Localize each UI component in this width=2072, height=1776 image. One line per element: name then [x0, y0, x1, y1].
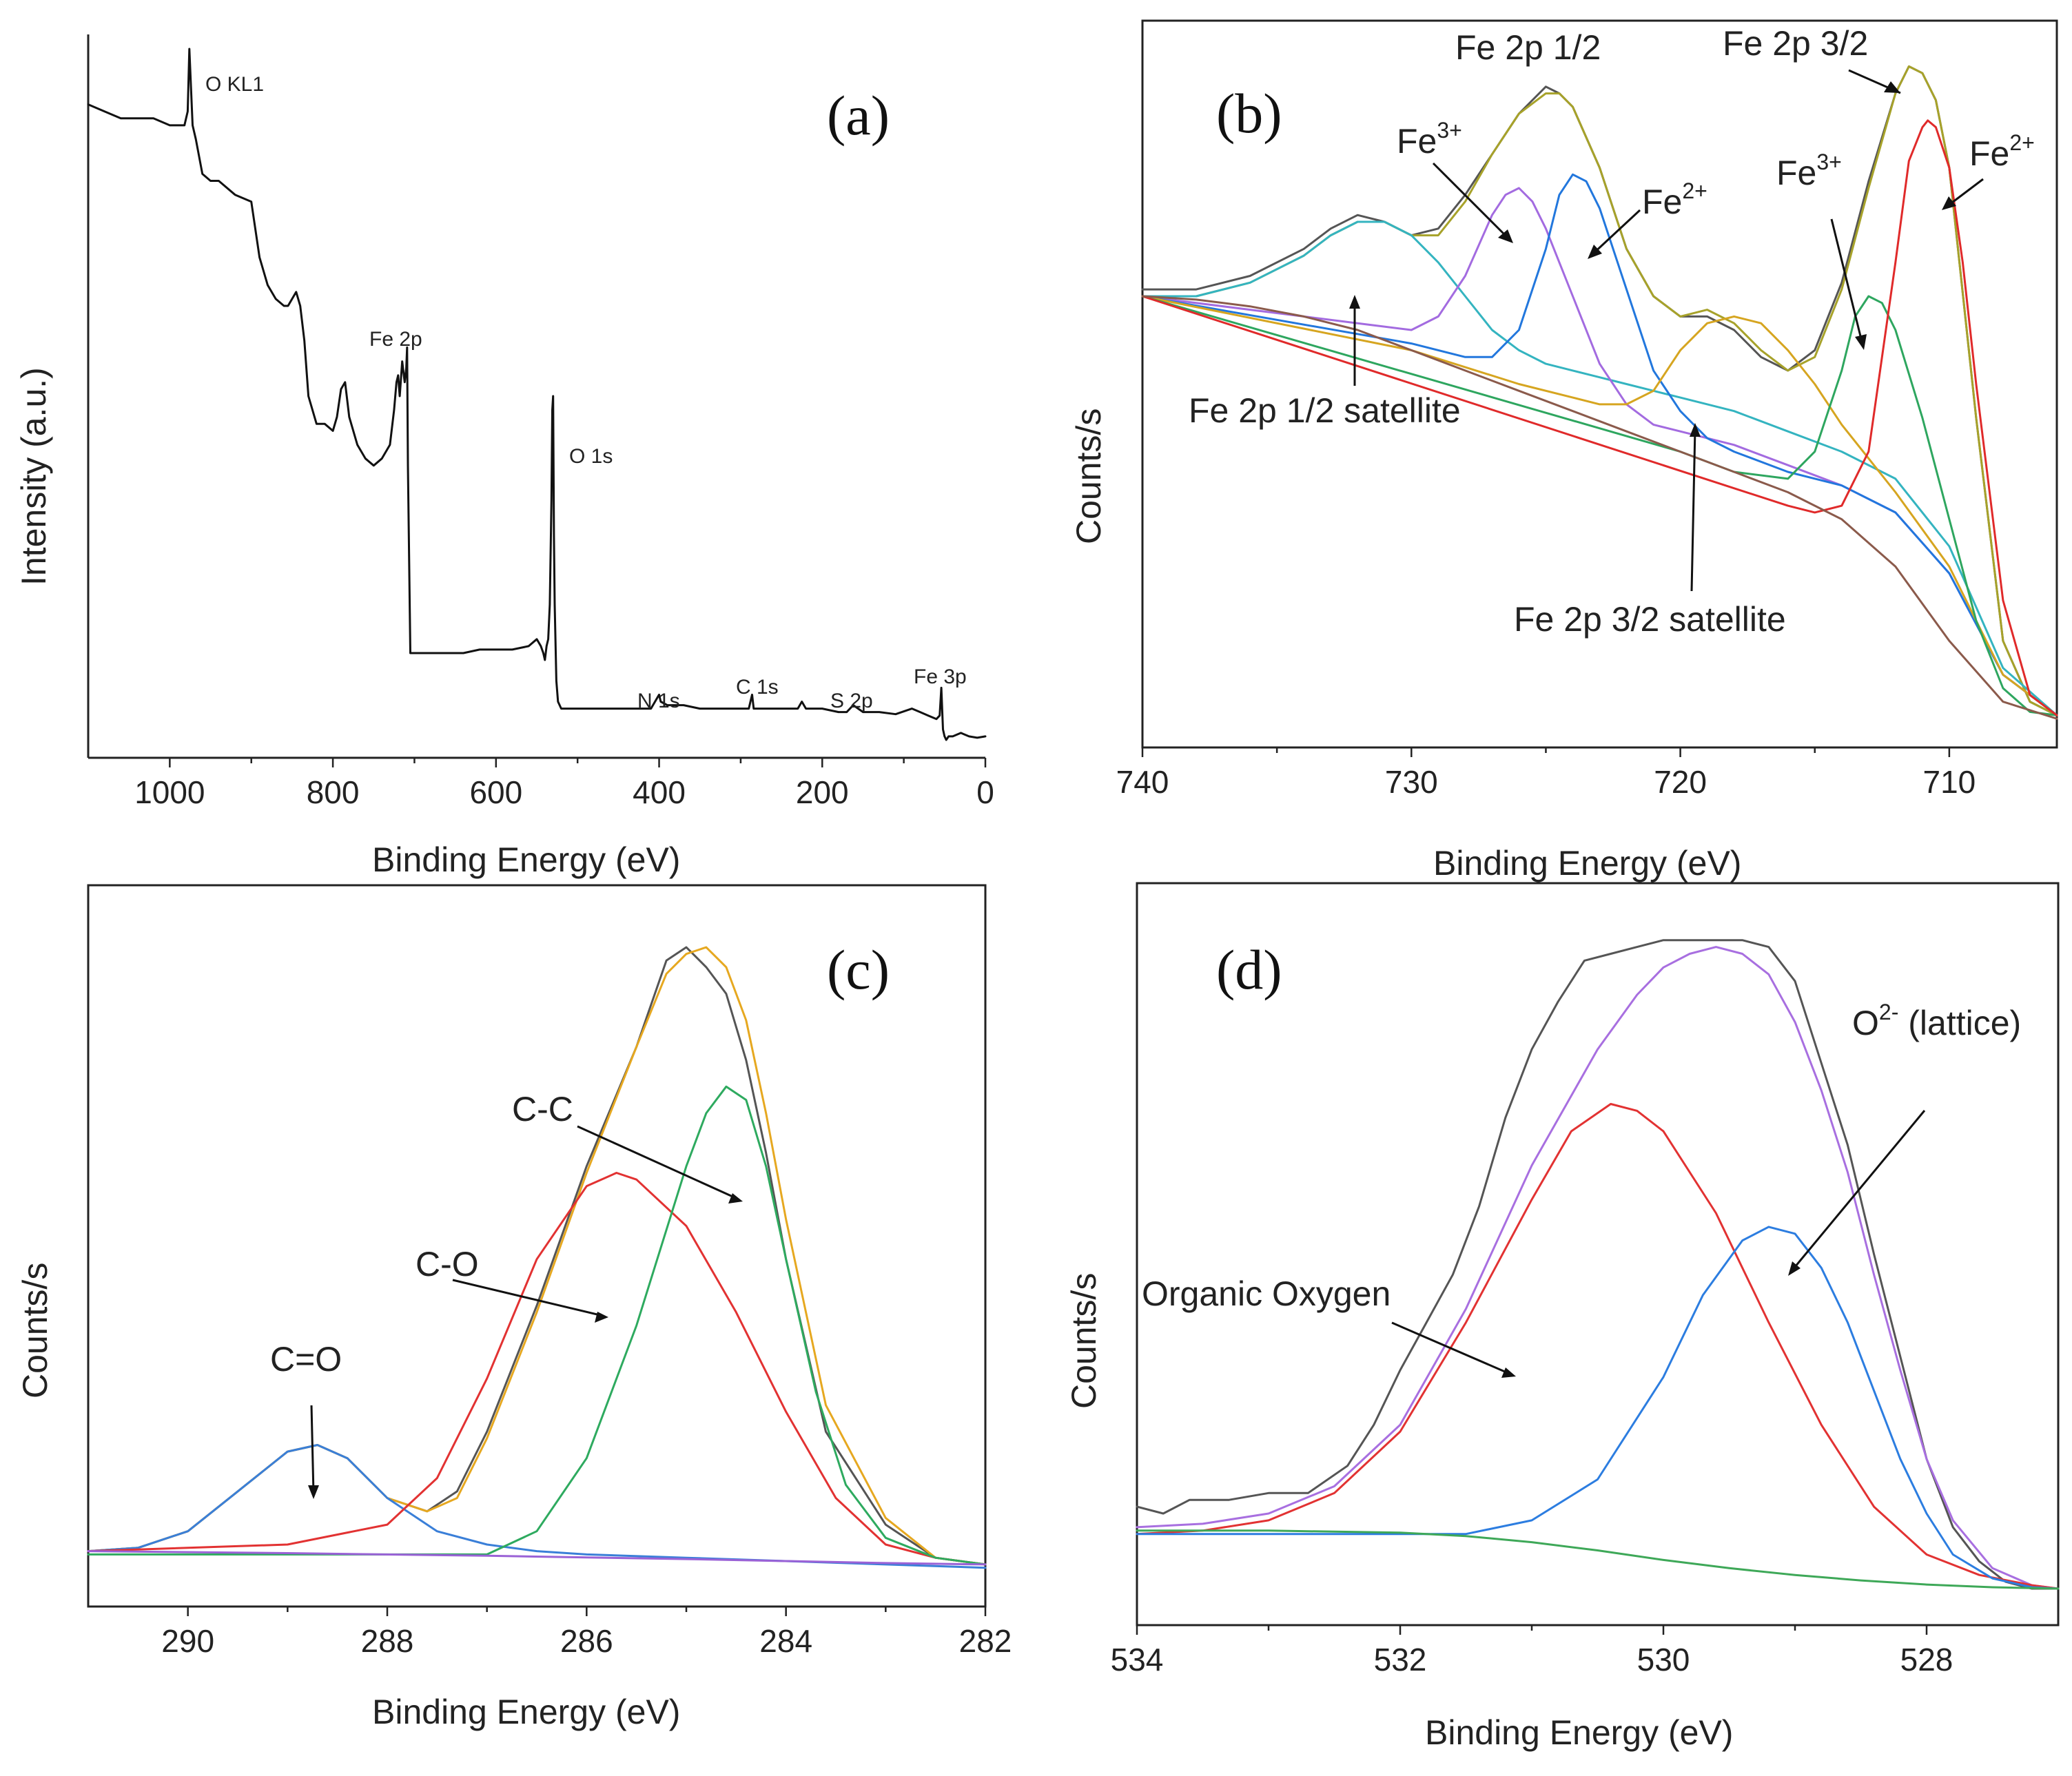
panel-b-series-background — [1141, 295, 2058, 720]
panel-a-series — [87, 48, 987, 741]
panel-b-arrows — [1349, 69, 1984, 592]
panel-d-series-background — [1136, 1529, 2060, 1590]
annot-c-1s: C 1s — [736, 676, 779, 699]
panel-a-xlabel: Binding Energy (eV) — [372, 840, 680, 879]
panel-c: 290 288 286 284 282 (c) Binding Energy (eV) … — [16, 884, 1012, 1731]
panel-b-ticks: 740 730 720 710 — [1116, 747, 1976, 800]
panel-b-series-fe2-fe-2p-1-2 — [1141, 173, 2058, 716]
panel-a-ylabel: Intensity (a.u.) — [14, 367, 53, 586]
panel-d-arrows — [1391, 1110, 1926, 1378]
panel-b-ylabel: Counts/s — [1069, 409, 1108, 544]
panel-a-axes — [87, 34, 985, 759]
panel-d-xtick-label-2: 530 — [1637, 1642, 1690, 1677]
panel-a-series-survey — [87, 48, 987, 741]
panel-b-series-fe2-fe-2p-3-2 — [1141, 119, 2058, 716]
panel-a-xtick-label-5: 0 — [976, 774, 994, 810]
annot-fe2p32: Fe 2p 3/2 — [1723, 24, 1868, 63]
annot-c-eq-o: C=O — [270, 1340, 342, 1379]
panel-b-label: (b) — [1216, 82, 1282, 145]
annot-s-2p: S 2p — [830, 690, 873, 712]
panel-b-series-fe-2p-1-2-satellite — [1141, 220, 2058, 716]
panel-b-series — [1141, 65, 2058, 720]
panel-c-xtick-label-0: 290 — [161, 1623, 214, 1659]
panel-b: 740 730 720 710 (b) Binding Energy (eV) Cou… — [1069, 19, 2058, 882]
panel-a-ticks: 1000 800 600 400 200 0 — [134, 758, 994, 810]
annot-fe2plus-b: Fe2+ — [1969, 130, 2035, 173]
panel-a-label: (a) — [827, 84, 890, 147]
panel-c-xtick-label-1: 288 — [361, 1623, 414, 1659]
panel-c-ticks: 290 288 286 284 282 — [161, 1607, 1012, 1659]
panel-c-series-background — [87, 1550, 987, 1566]
annot-o-1s: O 1s — [569, 445, 613, 468]
panel-b-xlabel: Binding Energy (eV) — [1433, 844, 1741, 882]
panel-c-xtick-label-4: 282 — [959, 1623, 1012, 1659]
panel-b-axes — [1141, 19, 2058, 749]
panel-a: 1000 800 600 400 200 0 (a) Binding Energy (eV… — [14, 34, 994, 879]
panel-d-series-raw — [1136, 939, 2060, 1590]
panel-c-xlabel: Binding Energy (eV) — [372, 1693, 680, 1731]
panel-a-xtick-label-2: 600 — [469, 774, 522, 810]
panel-c-series-c-c — [87, 1085, 987, 1566]
panel-c-xtick-label-3: 284 — [759, 1623, 812, 1659]
annot-fe-3p: Fe 3p — [914, 665, 967, 688]
panel-d-xlabel: Binding Energy (eV) — [1425, 1713, 1733, 1752]
panel-d-series-envelope — [1136, 946, 2060, 1590]
panel-d-xtick-label-0: 534 — [1111, 1642, 1164, 1677]
panel-b-series-fe3-fe-2p-3-2 — [1141, 295, 2058, 716]
annot-fe2plus-a: Fe2+ — [1642, 178, 1707, 221]
panel-d-label: (d) — [1216, 938, 1282, 1001]
annot-o-kl1: O KL1 — [205, 73, 264, 96]
panel-c-arrows — [308, 1125, 743, 1499]
annot-fe3plus-b: Fe3+ — [1776, 149, 1842, 192]
panel-a-xtick-label-1: 800 — [307, 774, 360, 810]
panel-a-xtick-label-0: 1000 — [134, 774, 205, 810]
panel-c-axes — [87, 884, 987, 1608]
panel-c-ylabel: Counts/s — [16, 1263, 54, 1398]
panel-c-series-c-o — [87, 1172, 987, 1566]
panel-b-xtick-label-3: 710 — [1923, 764, 1976, 800]
annot-o2-lattice: O2- (lattice) — [1852, 1000, 2021, 1042]
panel-d-ticks: 534 532 530 528 — [1111, 1625, 1953, 1677]
annot-fe2p32-satellite: Fe 2p 3/2 satellite — [1514, 600, 1786, 639]
panel-b-xtick-label-1: 730 — [1385, 764, 1438, 800]
panel-d: 534 532 530 528 (d) Binding Energy (eV) Cou… — [1065, 882, 2060, 1752]
annot-c-c: C-C — [512, 1090, 573, 1128]
panel-c-series — [87, 946, 987, 1569]
annot-organic-oxygen: Organic Oxygen — [1142, 1274, 1391, 1313]
panel-d-ylabel: Counts/s — [1065, 1273, 1103, 1409]
panel-a-xtick-label-3: 400 — [633, 774, 686, 810]
panel-b-xtick-label-2: 720 — [1654, 764, 1707, 800]
annot-fe2p12-satellite: Fe 2p 1/2 satellite — [1189, 391, 1461, 430]
panel-b-xtick-label-0: 740 — [1116, 764, 1169, 800]
panel-c-xtick-label-2: 286 — [560, 1623, 613, 1659]
panel-d-axes — [1136, 882, 2060, 1627]
panel-c-label: (c) — [827, 938, 890, 1001]
annot-fe-2p: Fe 2p — [369, 328, 422, 351]
panel-d-xtick-label-1: 532 — [1374, 1642, 1427, 1677]
panel-a-xtick-label-4: 200 — [796, 774, 849, 810]
annot-c-o: C-O — [416, 1245, 479, 1283]
annot-fe2p12: Fe 2p 1/2 — [1455, 28, 1601, 67]
panel-d-series-organic-oxygen — [1136, 1103, 2060, 1590]
panel-d-xtick-label-3: 528 — [1900, 1642, 1953, 1677]
annot-fe3plus-a: Fe3+ — [1397, 118, 1462, 161]
panel-b-series-fe-2p-3-2-satellite — [1141, 295, 2058, 716]
annot-n-1s: N 1s — [637, 690, 680, 712]
